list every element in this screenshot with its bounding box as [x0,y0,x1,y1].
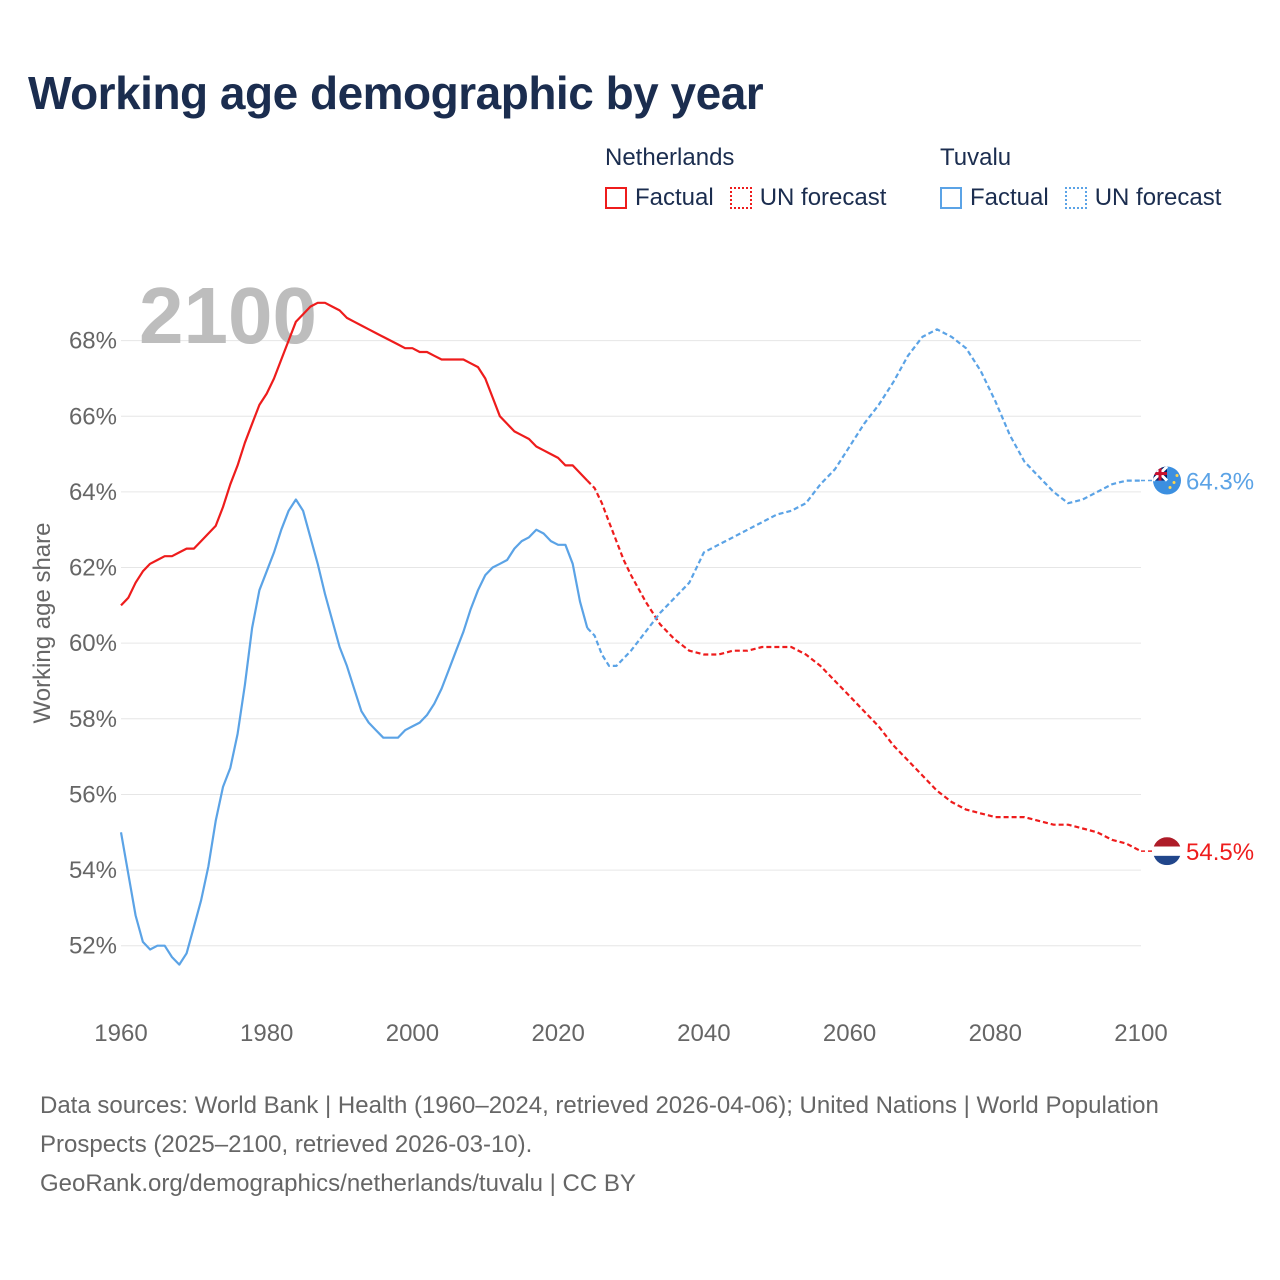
netherlands-flag-icon [1153,837,1181,866]
data-sources-note: Data sources: World Bank | Health (1960–… [40,1092,1159,1158]
tuvalu-factual-line [119,498,589,966]
legend-item-tuvalu-factual[interactable]: Factual [940,184,1049,212]
dotted-line-swatch-icon [729,187,752,209]
y-tick-label: 60% [69,630,117,657]
solid-line-swatch-icon [940,187,962,209]
x-tick-label: 2000 [386,1020,439,1047]
legend-item-label: UN forecast [1094,184,1222,211]
dotted-line-swatch-icon [1064,187,1087,209]
legend-item-label: UN forecast [759,184,887,211]
x-tick-label: 2060 [823,1020,876,1047]
legend-item-netherlands-factual[interactable]: Factual [605,184,714,212]
y-tick-label: 68% [69,328,117,355]
x-tick-label: 1960 [94,1020,147,1047]
chart-title: Working age demographic by year [28,67,764,119]
y-axis-label: Working age share [29,523,56,724]
legend-item-netherlands-forecast[interactable]: UN forecast [729,184,887,212]
x-tick-label: 2020 [531,1020,584,1047]
tuvalu-end-value-label: 64.3% [1186,469,1254,496]
legend-group-tuvalu: Tuvalu Factual UN forecast [940,144,1237,212]
legend-item-tuvalu-forecast[interactable]: UN forecast [1064,184,1222,212]
legend-group-netherlands: Netherlands Factual UN forecast [605,144,902,212]
y-tick-label: 52% [69,933,117,960]
tuvalu-forecast-line [586,328,1141,667]
netherlands-end-value-label: 54.5% [1186,839,1254,866]
year-watermark: 2100 [139,271,317,360]
y-tick-label: 58% [69,706,117,733]
legend-group-name: Netherlands [605,144,735,171]
x-tick-label: 2040 [677,1020,730,1047]
y-tick-label: 62% [69,555,117,582]
tuvalu-flag-icon [1153,466,1181,495]
credit-link[interactable]: GeoRank.org/demographics/netherlands/tuv… [40,1170,636,1197]
x-tick-label: 2080 [969,1020,1022,1047]
y-tick-label: 64% [69,479,117,506]
netherlands-factual-line [120,301,589,607]
legend-item-label: Factual [635,184,714,211]
x-tick-label: 2100 [1114,1020,1167,1047]
x-tick-label: 1980 [240,1020,293,1047]
legend-item-label: Factual [970,184,1049,211]
y-tick-label: 56% [69,781,117,808]
line-chart: 52% 54% 56% 58% 60% 62% 64% 66% 68% 1960 1980 2000 2… [29,271,1254,1047]
legend-group-name: Tuvalu [940,144,1012,171]
y-tick-label: 66% [69,403,117,430]
footer: Data sources: World Bank | Health (1960–… [40,1086,1220,1203]
y-tick-label: 54% [69,857,117,884]
solid-line-swatch-icon [605,187,627,209]
netherlands-forecast-line [586,479,1142,853]
